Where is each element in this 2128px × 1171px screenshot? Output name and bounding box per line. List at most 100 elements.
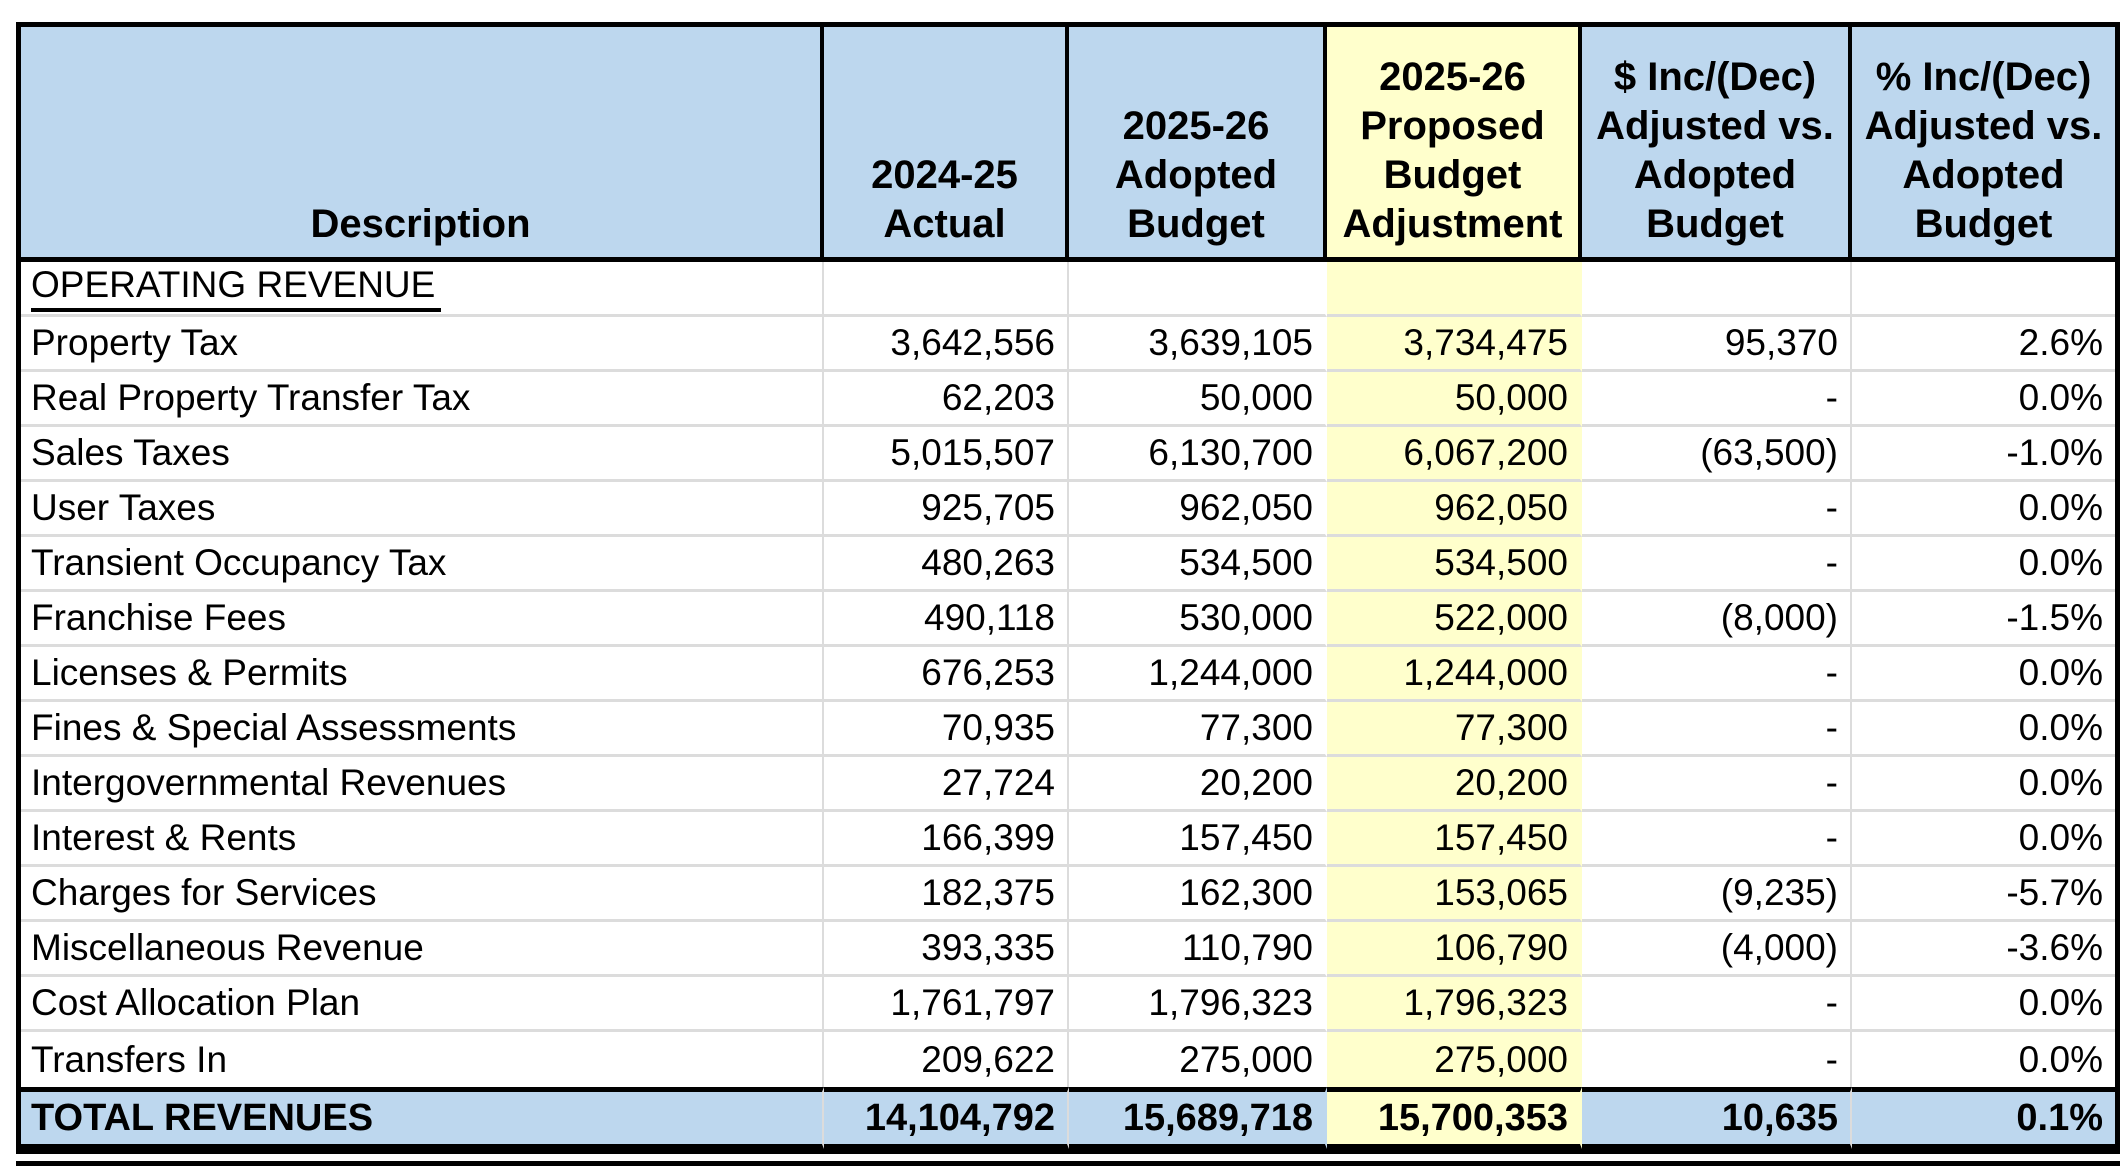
- table-row: User Taxes 925,705 962,050 962,050 - 0.0…: [21, 482, 2115, 537]
- cell-dollar-inc: 95,370: [1582, 317, 1852, 372]
- cell-actual: 182,375: [824, 867, 1069, 922]
- header-dollar-inc-dec: $ Inc/(Dec) Adjusted vs. Adopted Budget: [1582, 27, 1852, 262]
- total-label: TOTAL REVENUES: [21, 1087, 824, 1149]
- cell-adopted: [1069, 262, 1327, 317]
- cell-adopted: 534,500: [1069, 537, 1327, 592]
- cell-description: Property Tax: [21, 317, 824, 372]
- cell-description: Cost Allocation Plan: [21, 977, 824, 1032]
- cell-actual: 209,622: [824, 1032, 1069, 1087]
- cell-description: Charges for Services: [21, 867, 824, 922]
- table-row: Transfers In 209,622 275,000 275,000 - 0…: [21, 1032, 2115, 1087]
- cell-proposed: 153,065: [1327, 867, 1582, 922]
- cell-adopted: 530,000: [1069, 592, 1327, 647]
- cell-actual: 393,335: [824, 922, 1069, 977]
- cell-adopted: 1,244,000: [1069, 647, 1327, 702]
- cell-pct-inc: 0.0%: [1852, 977, 2115, 1032]
- cell-dollar-inc: -: [1582, 1032, 1852, 1087]
- cell-proposed: 1,244,000: [1327, 647, 1582, 702]
- header-pct-inc-dec: % Inc/(Dec) Adjusted vs. Adopted Budget: [1852, 27, 2115, 262]
- cell-dollar-inc: (63,500): [1582, 427, 1852, 482]
- cell-proposed: 106,790: [1327, 922, 1582, 977]
- cell-proposed: 522,000: [1327, 592, 1582, 647]
- cell-pct-inc: 0.0%: [1852, 482, 2115, 537]
- cell-actual: [824, 262, 1069, 317]
- cell-proposed: 50,000: [1327, 372, 1582, 427]
- cell-dollar-inc: [1582, 262, 1852, 317]
- cell-actual: 1,761,797: [824, 977, 1069, 1032]
- table-row: Interest & Rents 166,399 157,450 157,450…: [21, 812, 2115, 867]
- cell-adopted: 6,130,700: [1069, 427, 1327, 482]
- cell-pct-inc: -5.7%: [1852, 867, 2115, 922]
- cell-description: Transfers In: [21, 1032, 824, 1087]
- cell-dollar-inc: (4,000): [1582, 922, 1852, 977]
- table-row: Cost Allocation Plan 1,761,797 1,796,323…: [21, 977, 2115, 1032]
- table-body: OPERATING REVENUE Property Tax 3,642,556…: [21, 262, 2115, 1149]
- cell-dollar-inc: -: [1582, 372, 1852, 427]
- cell-description: Licenses & Permits: [21, 647, 824, 702]
- cell-pct-inc: 0.0%: [1852, 702, 2115, 757]
- section-title: OPERATING REVENUE: [21, 262, 824, 317]
- cell-pct-inc: 0.0%: [1852, 372, 2115, 427]
- total-adopted: 15,689,718: [1069, 1087, 1327, 1149]
- cell-dollar-inc: (9,235): [1582, 867, 1852, 922]
- cell-description: Transient Occupancy Tax: [21, 537, 824, 592]
- cell-adopted: 157,450: [1069, 812, 1327, 867]
- cell-pct-inc: 0.0%: [1852, 537, 2115, 592]
- cell-pct-inc: -3.6%: [1852, 922, 2115, 977]
- total-row: TOTAL REVENUES 14,104,792 15,689,718 15,…: [21, 1087, 2115, 1149]
- cell-dollar-inc: -: [1582, 757, 1852, 812]
- cell-actual: 3,642,556: [824, 317, 1069, 372]
- section-title-label: OPERATING REVENUE: [31, 264, 442, 312]
- cell-proposed: 1,796,323: [1327, 977, 1582, 1032]
- cell-actual: 62,203: [824, 372, 1069, 427]
- cell-dollar-inc: (8,000): [1582, 592, 1852, 647]
- cell-description: Interest & Rents: [21, 812, 824, 867]
- header-adopted-budget: 2025-26 Adopted Budget: [1069, 27, 1327, 262]
- cell-description: Real Property Transfer Tax: [21, 372, 824, 427]
- cell-adopted: 77,300: [1069, 702, 1327, 757]
- table-row: Fines & Special Assessments 70,935 77,30…: [21, 702, 2115, 757]
- header-proposed-adjustment: 2025-26 Proposed Budget Adjustment: [1327, 27, 1582, 262]
- total-pct-inc: 0.1%: [1852, 1087, 2115, 1149]
- cell-adopted: 162,300: [1069, 867, 1327, 922]
- cell-actual: 70,935: [824, 702, 1069, 757]
- cell-dollar-inc: -: [1582, 702, 1852, 757]
- double-rule: [16, 1161, 2120, 1166]
- cell-adopted: 3,639,105: [1069, 317, 1327, 372]
- cell-adopted: 275,000: [1179, 1038, 1313, 1080]
- cell-pct-inc: 0.0%: [1852, 647, 2115, 702]
- header-actual: 2024-25 Actual: [824, 27, 1069, 262]
- cell-proposed: 77,300: [1327, 702, 1582, 757]
- cell-description: User Taxes: [21, 482, 824, 537]
- table-row: Franchise Fees 490,118 530,000 522,000 (…: [21, 592, 2115, 647]
- cell-actual: 490,118: [824, 592, 1069, 647]
- cell-actual: 925,705: [824, 482, 1069, 537]
- cell-pct-inc: [1852, 262, 2115, 317]
- cell-pct-inc: 0.0%: [1852, 812, 2115, 867]
- table-row: Transient Occupancy Tax 480,263 534,500 …: [21, 537, 2115, 592]
- table-header: Description 2024-25 Actual 2025-26 Adopt…: [21, 27, 2115, 262]
- cell-proposed: [1327, 262, 1582, 317]
- cell-proposed: 6,067,200: [1327, 427, 1582, 482]
- cell-pct-inc: 0.0%: [1852, 757, 2115, 812]
- cell-proposed: 534,500: [1327, 537, 1582, 592]
- cell-description: Fines & Special Assessments: [21, 702, 824, 757]
- cell-description: Intergovernmental Revenues: [21, 757, 824, 812]
- cell-actual: 480,263: [824, 537, 1069, 592]
- table-row: Property Tax 3,642,556 3,639,105 3,734,4…: [21, 317, 2115, 372]
- table-row: Sales Taxes 5,015,507 6,130,700 6,067,20…: [21, 427, 2115, 482]
- cell-proposed: 962,050: [1327, 482, 1582, 537]
- cell-adopted: 962,050: [1069, 482, 1327, 537]
- cell-actual: 27,724: [824, 757, 1069, 812]
- cell-pct-inc: 0.0%: [2018, 1038, 2103, 1080]
- cell-adopted: 1,796,323: [1069, 977, 1327, 1032]
- budget-sheet: Description 2024-25 Actual 2025-26 Adopt…: [16, 22, 2120, 1166]
- cell-description: Franchise Fees: [21, 592, 824, 647]
- total-actual: 14,104,792: [824, 1087, 1069, 1149]
- cell-dollar-inc: -: [1582, 537, 1852, 592]
- cell-adopted: 110,790: [1069, 922, 1327, 977]
- total-proposed: 15,700,353: [1327, 1087, 1582, 1149]
- cell-pct-inc: 2.6%: [1852, 317, 2115, 372]
- cell-dollar-inc: -: [1582, 482, 1852, 537]
- cell-dollar-inc: -: [1582, 647, 1852, 702]
